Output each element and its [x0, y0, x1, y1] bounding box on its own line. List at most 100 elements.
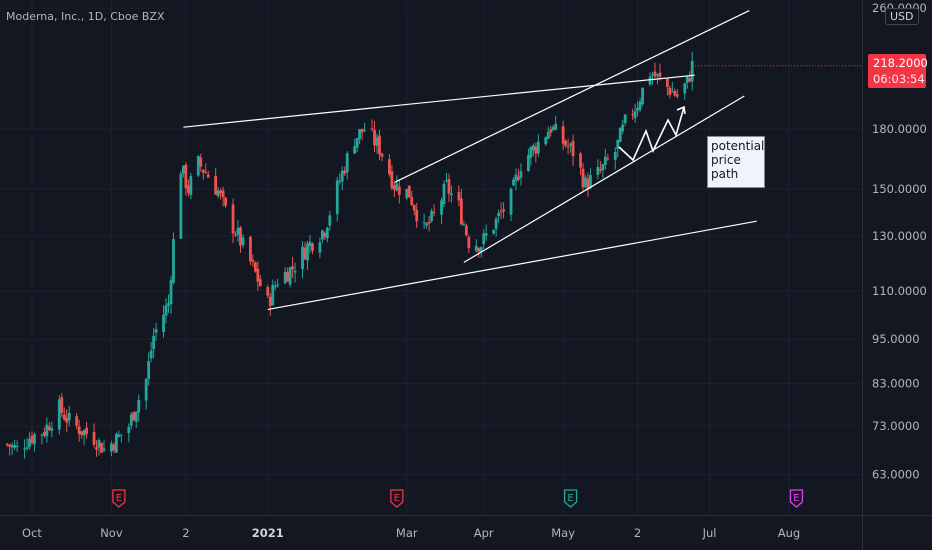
candle[interactable]	[464, 225, 468, 236]
candle[interactable]	[301, 246, 304, 270]
candle[interactable]	[224, 197, 227, 206]
candle[interactable]	[651, 74, 654, 76]
candle[interactable]	[340, 170, 344, 182]
candle[interactable]	[204, 172, 208, 174]
candle[interactable]	[397, 186, 401, 195]
candle[interactable]	[445, 180, 448, 182]
candle[interactable]	[457, 191, 461, 201]
candle[interactable]	[670, 91, 674, 93]
candle[interactable]	[658, 72, 662, 77]
candle[interactable]	[283, 271, 287, 284]
candle[interactable]	[656, 74, 659, 76]
candle[interactable]	[613, 151, 617, 160]
candle[interactable]	[415, 209, 419, 222]
candle[interactable]	[13, 444, 17, 448]
candle[interactable]	[564, 140, 568, 146]
candle[interactable]	[5, 444, 9, 446]
candle[interactable]	[271, 284, 275, 306]
candle[interactable]	[241, 237, 245, 245]
candle[interactable]	[30, 435, 34, 443]
earnings-marker-icon[interactable]	[112, 489, 126, 508]
candle[interactable]	[422, 222, 426, 224]
candle[interactable]	[536, 141, 540, 154]
candle[interactable]	[162, 314, 165, 333]
candle[interactable]	[92, 432, 96, 445]
candle[interactable]	[358, 129, 362, 140]
candle[interactable]	[15, 445, 19, 448]
candle[interactable]	[149, 350, 153, 359]
candle[interactable]	[546, 132, 550, 139]
candle[interactable]	[328, 215, 332, 226]
candle[interactable]	[474, 245, 478, 251]
candle[interactable]	[268, 296, 272, 307]
candle[interactable]	[57, 399, 61, 430]
candle[interactable]	[363, 130, 366, 132]
candle[interactable]	[638, 101, 642, 110]
candle[interactable]	[234, 234, 237, 236]
candle[interactable]	[440, 200, 443, 215]
candle[interactable]	[253, 262, 257, 272]
candle[interactable]	[395, 183, 399, 191]
candle[interactable]	[147, 361, 151, 380]
candle[interactable]	[482, 233, 486, 245]
candle[interactable]	[127, 426, 131, 433]
candle[interactable]	[370, 128, 374, 130]
candle[interactable]	[97, 440, 101, 448]
candle[interactable]	[579, 153, 582, 168]
candle[interactable]	[231, 204, 235, 234]
candle[interactable]	[256, 268, 260, 282]
candle[interactable]	[459, 198, 463, 225]
candle[interactable]	[410, 197, 414, 205]
candle[interactable]	[636, 107, 639, 111]
candle[interactable]	[25, 447, 29, 449]
trendlines[interactable]	[183, 10, 757, 311]
candle[interactable]	[199, 157, 203, 167]
candle[interactable]	[129, 414, 133, 426]
candle[interactable]	[673, 91, 677, 96]
candle[interactable]	[447, 179, 451, 194]
candle[interactable]	[648, 76, 652, 85]
candle[interactable]	[603, 156, 607, 166]
candle[interactable]	[534, 146, 538, 154]
candle[interactable]	[519, 171, 523, 178]
candle[interactable]	[134, 411, 138, 422]
candle[interactable]	[390, 171, 394, 189]
candle[interactable]	[353, 146, 357, 154]
candle[interactable]	[621, 124, 625, 132]
candle[interactable]	[110, 443, 113, 452]
candle[interactable]	[529, 147, 533, 158]
candle[interactable]	[653, 71, 657, 77]
trendline[interactable]	[267, 220, 757, 311]
trendline[interactable]	[183, 74, 695, 128]
candle[interactable]	[467, 237, 471, 249]
candle[interactable]	[303, 247, 307, 260]
candle[interactable]	[323, 232, 327, 237]
candle[interactable]	[685, 76, 689, 83]
candle[interactable]	[392, 185, 396, 190]
candle[interactable]	[266, 287, 270, 296]
candle[interactable]	[571, 140, 575, 157]
candle[interactable]	[75, 416, 79, 426]
candle[interactable]	[221, 190, 225, 198]
candle[interactable]	[60, 397, 64, 413]
candle[interactable]	[77, 426, 81, 435]
candle[interactable]	[82, 430, 86, 436]
candle[interactable]	[276, 284, 280, 286]
candle[interactable]	[154, 329, 158, 333]
candle[interactable]	[405, 188, 409, 199]
candle[interactable]	[119, 434, 123, 436]
candle[interactable]	[23, 448, 26, 450]
candle[interactable]	[378, 135, 381, 155]
candle[interactable]	[62, 414, 66, 420]
candle[interactable]	[308, 241, 312, 247]
candle[interactable]	[50, 428, 54, 431]
candle[interactable]	[566, 146, 570, 148]
candle[interactable]	[216, 190, 220, 197]
candles[interactable]	[5, 51, 694, 459]
earnings-marker-icon[interactable]	[390, 489, 404, 508]
candle[interactable]	[293, 270, 297, 273]
candle[interactable]	[442, 183, 446, 204]
